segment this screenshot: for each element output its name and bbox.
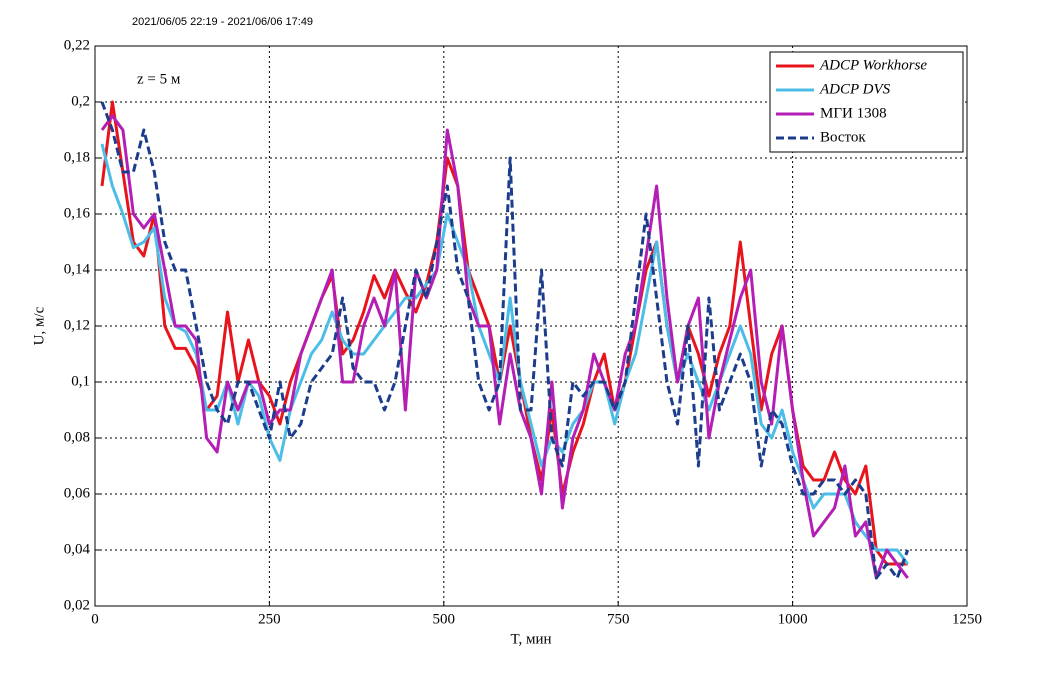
legend-box — [769, 51, 964, 153]
legend-label: ADCP Workhorse — [819, 57, 927, 73]
plot-frame — [94, 45, 968, 607]
x-tick-label: 250 — [258, 611, 281, 627]
y-tick-label: 0,1 — [71, 373, 90, 389]
series-line — [100, 114, 909, 580]
series-line — [100, 143, 909, 565]
y-tick-label: 0,12 — [64, 317, 90, 333]
y-tick-label: 0,04 — [64, 541, 91, 557]
x-axis-label: T, мин — [510, 631, 551, 647]
y-axis-label: U, м/с — [31, 306, 47, 345]
y-tick-label: 0,08 — [64, 429, 90, 445]
x-tick-label: 1000 — [778, 611, 808, 627]
subtitle: 2021/06/05 22:19 - 2021/06/06 17:49 — [132, 16, 313, 28]
annotation: z = 5 м — [137, 71, 181, 87]
y-tick-label: 0,02 — [64, 597, 90, 613]
legend-label: МГИ 1308 — [820, 105, 887, 121]
y-tick-label: 0,22 — [64, 37, 90, 53]
series-line — [100, 100, 908, 566]
x-tick-label: 0 — [91, 611, 99, 627]
x-tick-label: 500 — [433, 611, 456, 627]
y-tick-label: 0,16 — [64, 205, 91, 221]
y-tick-label: 0,14 — [64, 261, 91, 277]
y-tick-label: 0,06 — [64, 485, 91, 501]
legend-label: Восток — [820, 129, 866, 145]
legend-label: ADCP DVS — [819, 81, 891, 97]
y-tick-label: 0,2 — [71, 93, 90, 109]
x-tick-label: 1250 — [952, 611, 982, 627]
x-tick-label: 750 — [607, 611, 630, 627]
series-line — [100, 101, 910, 580]
y-tick-label: 0,18 — [64, 149, 90, 165]
